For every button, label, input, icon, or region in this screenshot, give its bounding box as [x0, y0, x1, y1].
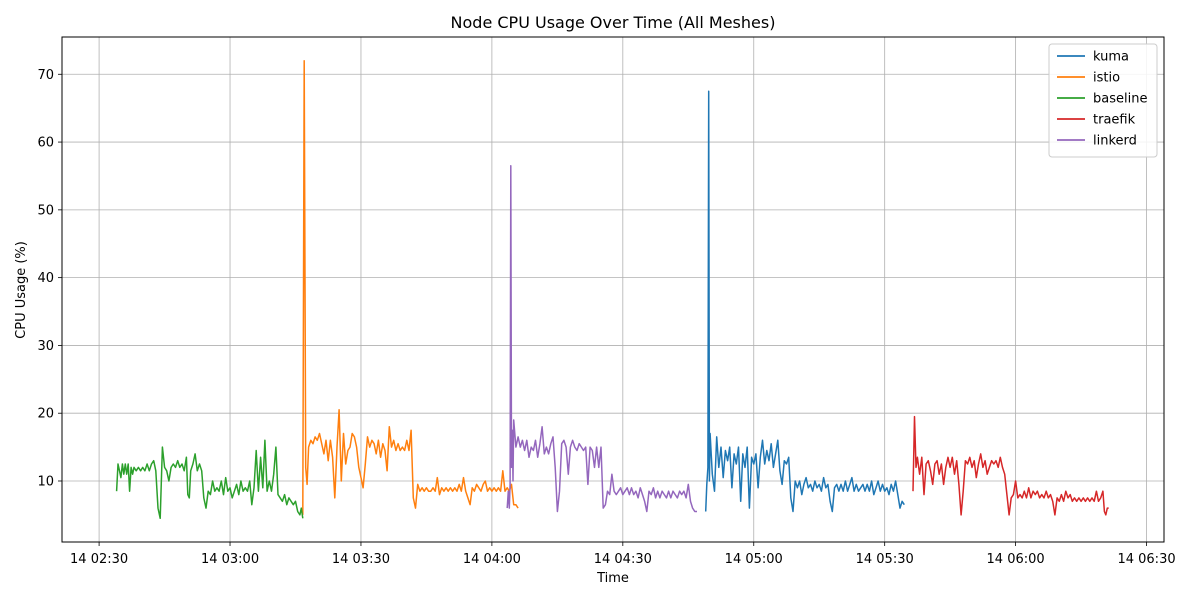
x-tick-label: 14 06:30 [1117, 552, 1175, 567]
y-tick-label: 30 [37, 339, 54, 354]
x-axis-title: Time [596, 571, 629, 586]
legend-label: baseline [1093, 92, 1147, 107]
series-line-istio [302, 59, 519, 515]
plot-frame [61, 36, 1165, 543]
y-axis-ticks: 10 20 30 40 50 60 70 [37, 68, 62, 489]
legend: kuma istio baseline traefik linkerd [1048, 43, 1158, 158]
x-tick-label: 14 05:30 [856, 552, 914, 567]
x-tick-label: 14 05:00 [725, 552, 783, 567]
y-axis-title: CPU Usage (%) [14, 241, 29, 339]
legend-label: traefik [1093, 113, 1136, 128]
y-tick-label: 10 [37, 474, 54, 489]
grid [62, 37, 1164, 542]
series-line-linkerd [506, 165, 697, 513]
legend-label: istio [1093, 71, 1120, 86]
x-tick-label: 14 03:00 [201, 552, 259, 567]
x-tick-label: 14 03:30 [332, 552, 390, 567]
legend-label: kuma [1093, 50, 1129, 65]
chart-title: Node CPU Usage Over Time (All Meshes) [451, 13, 776, 32]
legend-label: linkerd [1093, 134, 1137, 149]
x-tick-label: 14 06:00 [987, 552, 1045, 567]
x-tick-label: 14 02:30 [70, 552, 128, 567]
series-line-baseline [115, 439, 304, 520]
y-tick-label: 20 [37, 407, 54, 422]
series-line-kuma [704, 90, 905, 513]
x-tick-label: 14 04:30 [594, 552, 652, 567]
y-tick-label: 70 [37, 68, 54, 83]
x-axis-ticks: 14 02:30 14 03:00 14 03:30 14 04:00 14 04:30… [70, 542, 1176, 567]
series-lines [115, 59, 1109, 520]
y-tick-label: 50 [37, 203, 54, 218]
y-tick-label: 60 [37, 136, 54, 151]
y-tick-label: 40 [37, 271, 54, 286]
series-line-traefik [912, 415, 1109, 516]
legend-box [1048, 43, 1158, 158]
x-tick-label: 14 04:00 [463, 552, 521, 567]
